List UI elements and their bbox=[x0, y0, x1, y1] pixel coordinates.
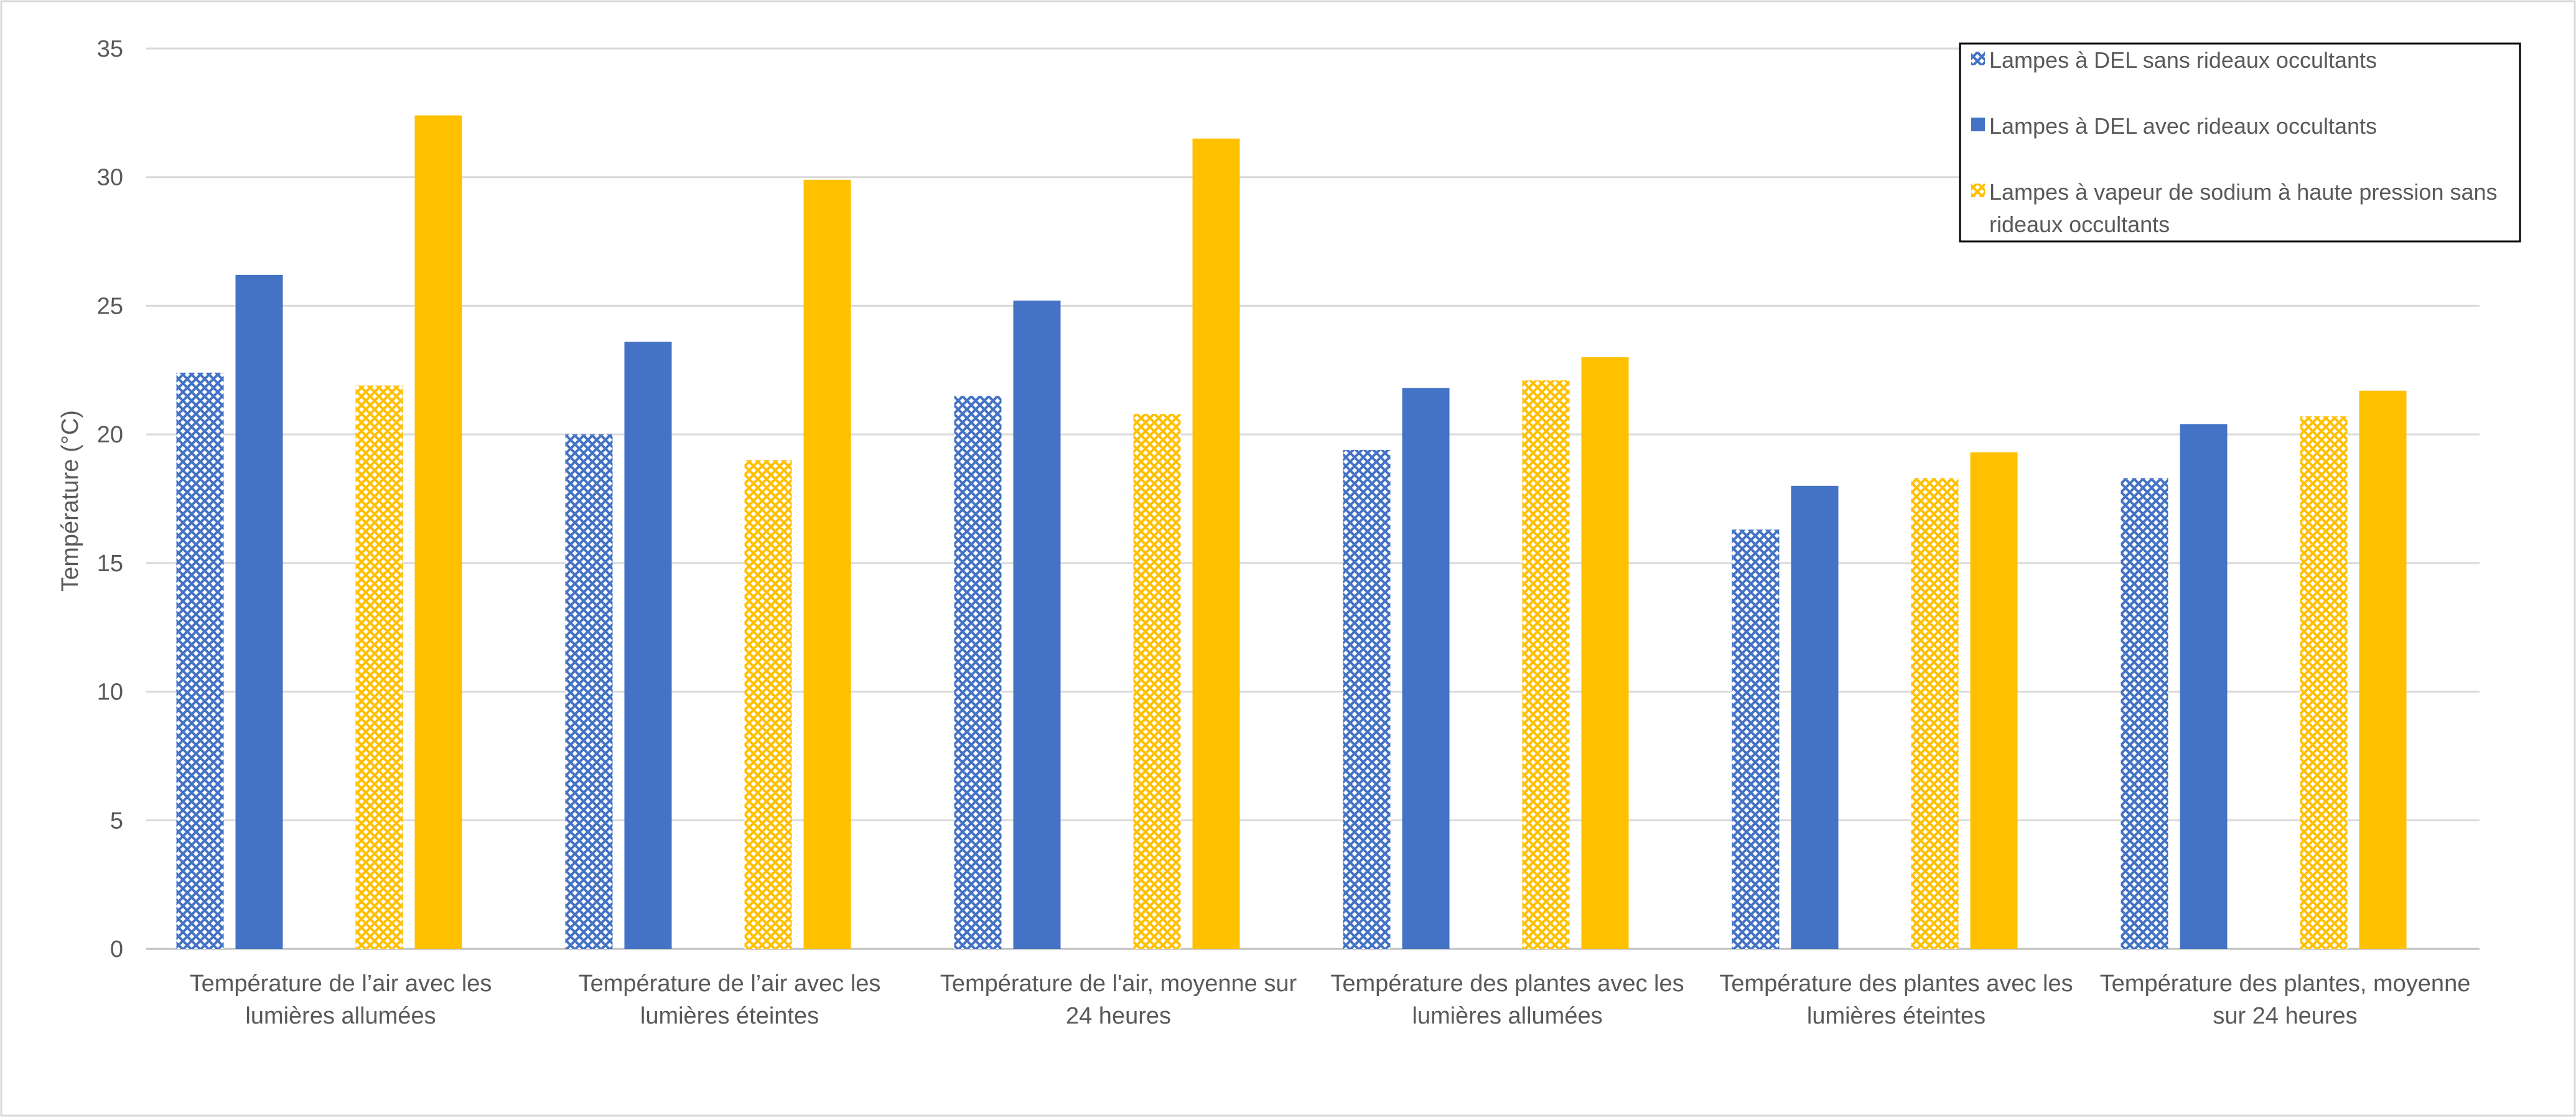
bar bbox=[1192, 138, 1240, 950]
y-tick-label: 20 bbox=[97, 422, 123, 448]
bar bbox=[1732, 530, 1780, 949]
x-tick-label: lumières éteintes bbox=[640, 1003, 819, 1029]
y-tick-label: 30 bbox=[97, 165, 123, 191]
legend-label: Lampes à DEL avec rideaux occultants bbox=[1989, 113, 2377, 139]
bar bbox=[235, 274, 283, 949]
bar bbox=[1343, 449, 1391, 949]
bar bbox=[565, 434, 613, 949]
bar bbox=[954, 396, 1002, 949]
x-tick-label: lumières allumées bbox=[245, 1003, 436, 1029]
y-tick-label: 5 bbox=[110, 808, 123, 834]
x-tick-label: Température de l'air, moyenne sur bbox=[940, 971, 1297, 997]
bar bbox=[2121, 478, 2168, 949]
x-tick-label: Température de l’air avec les bbox=[190, 971, 492, 997]
y-tick-label: 10 bbox=[97, 679, 123, 706]
bar bbox=[1402, 388, 1450, 949]
x-tick-label: 24 heures bbox=[1066, 1003, 1171, 1029]
bar bbox=[1970, 452, 2018, 949]
legend-label: Lampes à DEL sans rideaux occultants bbox=[1989, 47, 2377, 73]
bar bbox=[1581, 357, 1629, 949]
bar bbox=[2359, 390, 2407, 949]
x-tick-label: sur 24 heures bbox=[2213, 1003, 2357, 1029]
legend-swatch bbox=[1971, 118, 1985, 131]
bar-layer bbox=[176, 115, 2407, 950]
y-tick-label: 35 bbox=[97, 36, 123, 62]
bar bbox=[1522, 380, 1570, 949]
y-axis-label: Température (°C) bbox=[57, 410, 83, 592]
bar bbox=[176, 372, 224, 949]
x-tick-label: Température des plantes avec les bbox=[1330, 971, 1684, 997]
bar bbox=[1133, 414, 1181, 949]
x-tick-label: lumières éteintes bbox=[1807, 1003, 1986, 1029]
legend-box bbox=[1959, 42, 2521, 243]
bar bbox=[1911, 478, 1959, 949]
legend-label: rideaux occultants bbox=[1989, 212, 2170, 237]
legend: Lampes à DEL sans rideaux occultants Lamp… bbox=[1959, 42, 2521, 243]
x-tick-label: Température des plantes avec les bbox=[1719, 971, 2073, 997]
bar bbox=[2180, 424, 2228, 949]
legend-label: Lampes à vapeur de sodium à haute pressi… bbox=[1989, 179, 2498, 205]
bar bbox=[1791, 485, 1839, 949]
bar bbox=[744, 460, 792, 949]
y-tick-label: 0 bbox=[110, 936, 123, 963]
legend-swatch bbox=[1971, 52, 1985, 65]
bar bbox=[355, 385, 403, 949]
x-tick-label: Température de l’air avec les bbox=[579, 971, 881, 997]
bar bbox=[414, 115, 462, 949]
bar bbox=[803, 179, 851, 949]
x-tick-label: Température des plantes, moyenne bbox=[2100, 971, 2471, 997]
bar bbox=[2300, 416, 2348, 949]
x-tick-label: lumières allumées bbox=[1412, 1003, 1602, 1029]
y-tick-label: 25 bbox=[97, 293, 123, 319]
legend-swatch bbox=[1971, 184, 1985, 197]
bar bbox=[624, 342, 672, 949]
axis-layer: 0 5 10 15 20 25 30 35 Température de l’air avec … bbox=[97, 36, 2471, 1029]
y-tick-label: 15 bbox=[97, 551, 123, 577]
bar bbox=[1013, 301, 1061, 949]
